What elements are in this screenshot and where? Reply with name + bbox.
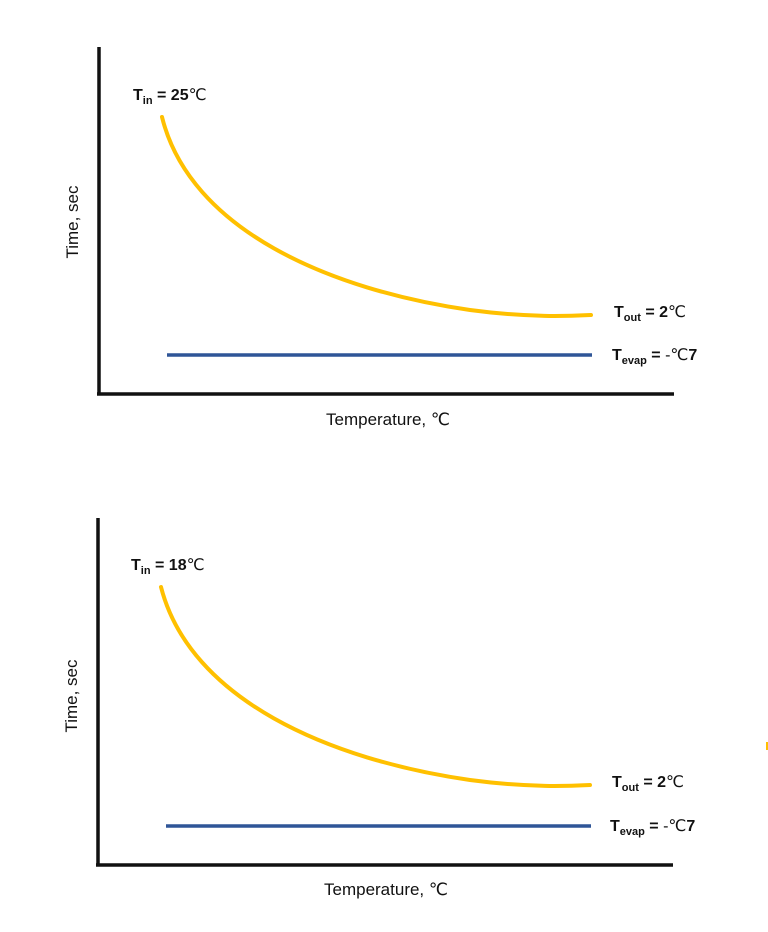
chart-1-t-in-label: Tin = 25℃ [133,87,207,107]
chart-1-t-evap-label: Tevap = -℃7 [612,347,697,367]
chart-2-xlabel: Temperature, ℃ [324,880,448,899]
chart-2-ylabel: Time, sec [62,659,81,733]
chart-2: Time, sec Temperature, ℃ Tin = 18℃ Tout … [62,518,695,899]
chart-2-t-out-label: Tout = 2℃ [612,774,684,794]
chart-2-t-evap-label: Tevap = -℃7 [610,818,695,838]
chart-1-ylabel: Time, sec [63,185,82,259]
chart-1-t-out-label: Tout = 2℃ [614,304,686,324]
chart-2-temperature-curve [159,585,592,788]
chart-1-temperature-curve [160,115,593,318]
chart-1: Time, sec Temperature, ℃ Tin = 25℃ Tout … [63,47,697,429]
chart-2-t-in-label: Tin = 18℃ [131,557,205,577]
chart-1-xlabel: Temperature, ℃ [326,410,450,429]
